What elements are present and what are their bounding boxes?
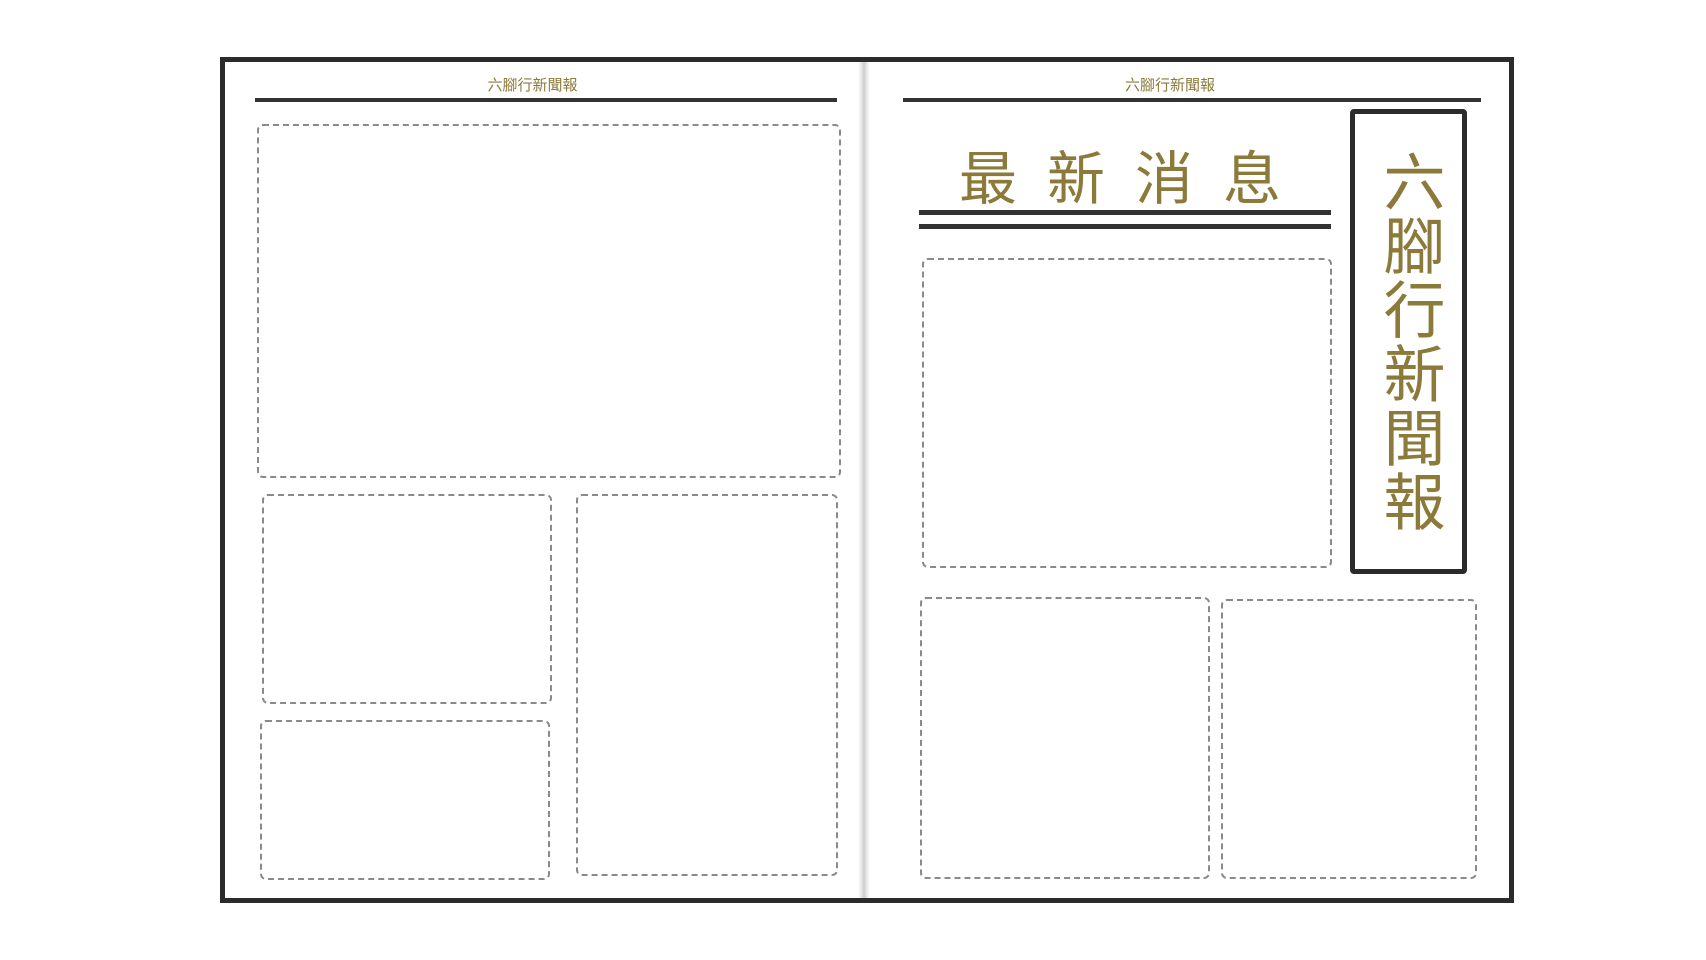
right-page: 六腳行新聞報 最新消息 六腳行新聞報 (864, 57, 1514, 903)
right-header-rule (903, 98, 1481, 102)
left-tall-frame (576, 494, 838, 876)
left-bottom-frame (260, 720, 550, 880)
headline-rule-bottom (919, 224, 1331, 229)
right-bottom-left-frame (920, 597, 1210, 879)
headline-rule-top (919, 210, 1331, 215)
headline: 最新消息 (959, 145, 1312, 213)
masthead-title: 六腳行新聞報 (1372, 149, 1446, 534)
book-spine (858, 62, 870, 898)
right-running-head: 六腳行新聞報 (1124, 76, 1215, 94)
left-header-rule (255, 98, 837, 102)
left-middle-frame (262, 494, 552, 704)
left-running-head: 六腳行新聞報 (487, 76, 578, 94)
right-bottom-right-frame (1221, 599, 1477, 879)
left-main-photo-frame (257, 124, 841, 478)
masthead-box: 六腳行新聞報 (1350, 109, 1467, 574)
left-page: 六腳行新聞報 (220, 57, 867, 903)
right-main-photo-frame (922, 258, 1332, 568)
